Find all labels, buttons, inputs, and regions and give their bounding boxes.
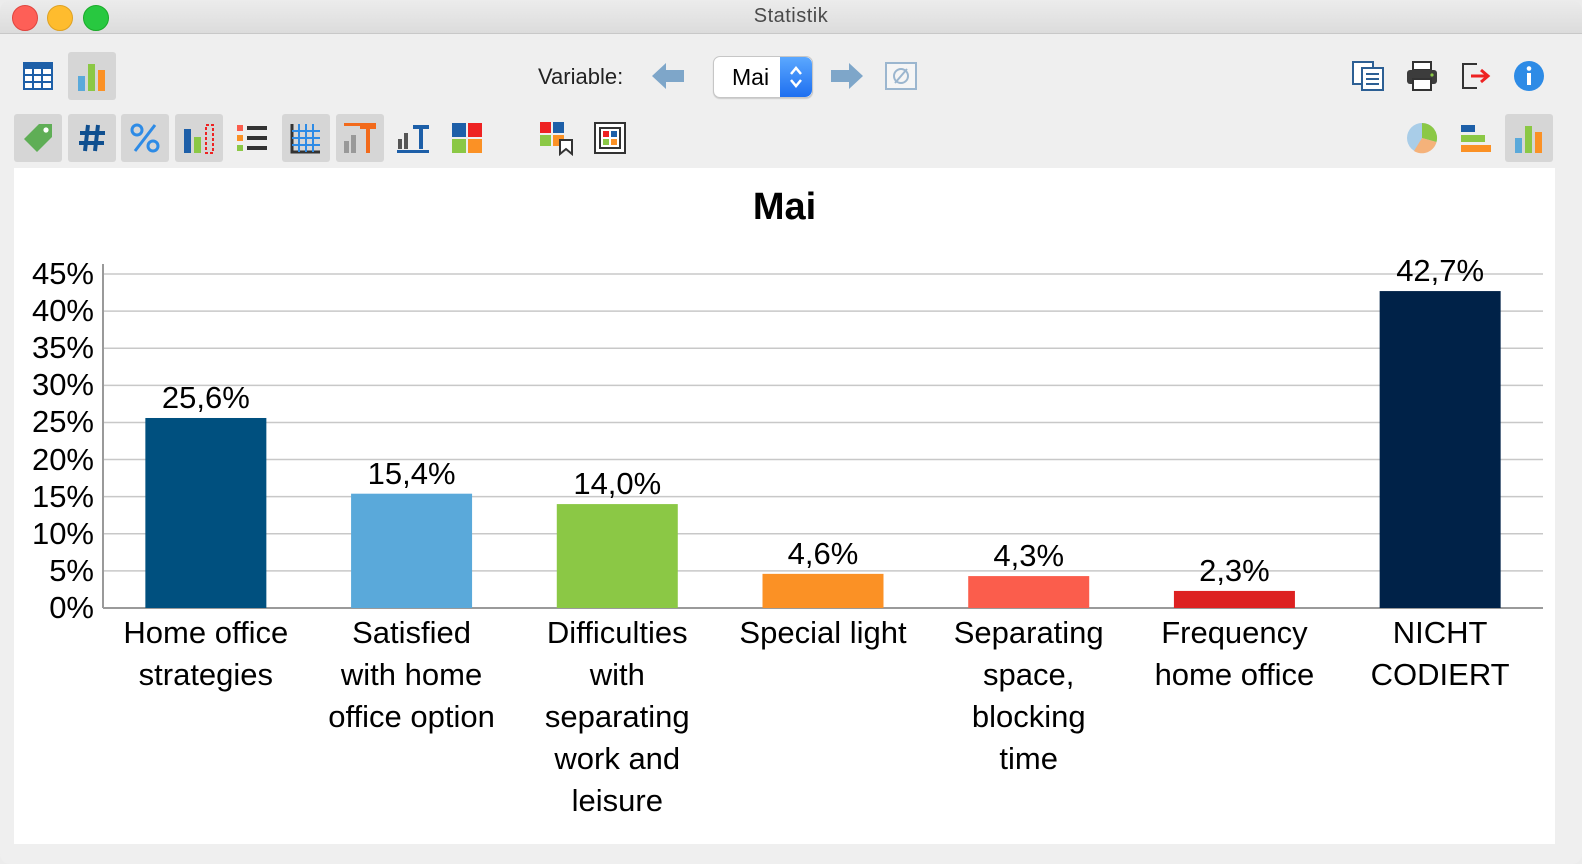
gridlines-button[interactable] <box>282 114 330 162</box>
bar-value-label: 42,7% <box>1396 253 1485 289</box>
bar[interactable] <box>556 504 678 608</box>
title-icon <box>344 123 376 153</box>
absolute-values-button[interactable] <box>68 114 116 162</box>
chevron-updown-icon <box>790 66 802 88</box>
bar[interactable] <box>145 417 267 608</box>
title-bar: Statistik <box>0 0 1582 34</box>
zoom-window-button[interactable] <box>83 5 109 31</box>
bar-missing-icon <box>184 124 214 154</box>
previous-variable-button[interactable] <box>644 52 692 100</box>
no-filter-icon <box>885 62 917 90</box>
y-tick-label: 45% <box>31 256 94 291</box>
pie-chart-icon <box>1407 122 1438 154</box>
chart-view-button[interactable] <box>68 52 116 100</box>
export-button[interactable] <box>1452 52 1500 100</box>
color-mark-icon <box>540 122 573 156</box>
bar-value-label: 4,6% <box>787 535 859 571</box>
y-tick-label: 5% <box>49 552 94 588</box>
bar[interactable] <box>351 493 473 608</box>
list-button[interactable] <box>228 114 276 162</box>
vertical-bar-button[interactable] <box>1505 114 1553 162</box>
colors-button[interactable] <box>443 114 491 162</box>
labels-toggle-button[interactable] <box>14 114 62 162</box>
arrow-left-icon <box>652 63 684 89</box>
category-label: Special light <box>739 615 907 650</box>
info-icon <box>1514 61 1544 91</box>
horizontal-bar-icon <box>1461 125 1491 152</box>
variable-label: Variable: <box>538 64 624 89</box>
chart-title: Mai <box>752 186 817 228</box>
category-label: Separating space, blocking time <box>953 615 1104 776</box>
bar[interactable] <box>1173 590 1295 608</box>
print-button[interactable] <box>1398 52 1446 100</box>
y-tick-label: 40% <box>31 293 94 329</box>
percent-values-button[interactable] <box>121 114 169 162</box>
category-label: NICHT CODIERT <box>1370 615 1510 692</box>
chart-title-button[interactable] <box>336 114 384 162</box>
y-tick-label: 0% <box>49 590 94 625</box>
variable-select-value: Mai <box>732 64 770 90</box>
table-view-button[interactable] <box>14 52 62 100</box>
bar-value-label: 2,3% <box>1199 552 1270 588</box>
bar-value-label: 14,0% <box>573 466 662 502</box>
frame-button[interactable] <box>586 114 634 162</box>
missing-values-button[interactable] <box>175 114 223 162</box>
bar-value-label: 15,4% <box>367 455 456 491</box>
category-label: Difficulties with separating work and le… <box>544 615 690 818</box>
y-tick-label: 20% <box>31 441 94 477</box>
bar-chart <box>102 264 1543 609</box>
copy-button[interactable] <box>1344 52 1392 100</box>
next-variable-button[interactable] <box>823 52 871 100</box>
y-tick-label: 30% <box>31 367 94 403</box>
minimize-window-button[interactable] <box>47 5 73 31</box>
variable-select[interactable]: Mai <box>713 56 813 98</box>
bar[interactable] <box>968 576 1090 608</box>
hash-icon <box>79 124 105 152</box>
no-filter-button[interactable] <box>877 52 925 100</box>
copy-icon <box>1352 61 1384 91</box>
export-icon <box>1462 63 1491 89</box>
colors-icon <box>452 123 482 153</box>
y-tick-label: 10% <box>31 515 94 551</box>
print-icon <box>1407 61 1437 91</box>
chart-view-icon <box>78 64 105 91</box>
axis-labels-button[interactable] <box>389 114 437 162</box>
pie-chart-button[interactable] <box>1398 114 1446 162</box>
percent-icon <box>130 123 160 153</box>
category-label: Frequency home office <box>1154 615 1315 692</box>
horizontal-bar-button[interactable] <box>1452 114 1500 162</box>
info-button[interactable] <box>1505 52 1553 100</box>
chart-area: Mai 0% 5% 10% 15% 20% 25% 30% 35% 40% 45% 25,6% Hom… <box>14 168 1555 844</box>
bar-value-label: 25,6% <box>161 379 250 415</box>
axis-labels-icon <box>397 125 429 153</box>
y-tick-label: 35% <box>31 330 94 366</box>
window-title: Statistik <box>753 5 829 27</box>
variable-select-stepper[interactable] <box>780 57 812 97</box>
close-window-button[interactable] <box>12 5 38 31</box>
bar[interactable] <box>762 573 884 608</box>
category-label: Satisfied with home office option <box>328 615 495 734</box>
color-mark-button[interactable] <box>532 114 580 162</box>
bar-value-label: 4,3% <box>993 538 1065 574</box>
y-tick-label: 25% <box>31 404 94 440</box>
bar[interactable] <box>1379 291 1501 608</box>
category-label: Home office strategies <box>123 615 289 692</box>
grid-icon <box>290 124 320 154</box>
table-view-icon <box>23 62 53 90</box>
vertical-bar-icon <box>1515 126 1542 153</box>
frame-icon <box>594 122 626 154</box>
list-icon <box>237 125 267 151</box>
arrow-right-icon <box>831 63 863 89</box>
tag-icon <box>24 124 52 152</box>
y-tick-label: 15% <box>31 478 94 514</box>
